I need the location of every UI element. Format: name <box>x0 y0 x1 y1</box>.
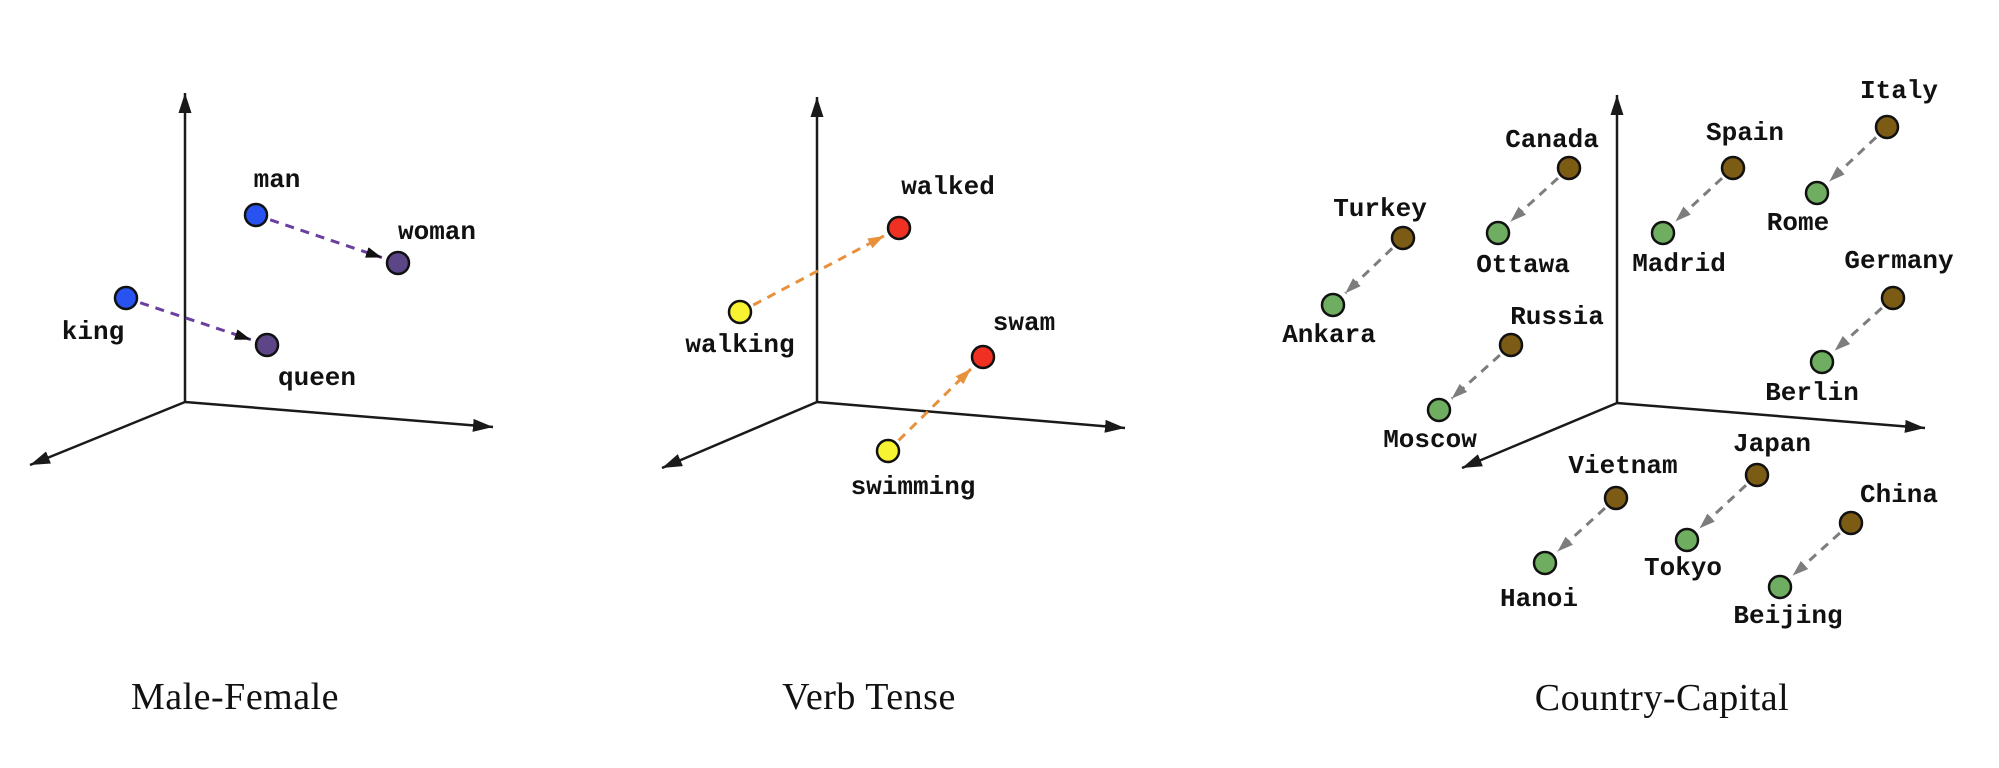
caption-country-capital: Country-Capital <box>1534 677 1790 719</box>
label-Russia: Russia <box>1510 302 1604 332</box>
label-woman: woman <box>398 217 476 247</box>
point-swam <box>970 344 996 370</box>
point-Moscow <box>1426 397 1452 423</box>
label-swam: swam <box>993 308 1055 338</box>
label-Beijing: Beijing <box>1733 601 1842 631</box>
arrow-China-to-Beijing <box>1791 531 1841 577</box>
point-walking <box>727 299 753 325</box>
point-Ankara <box>1320 292 1346 318</box>
arrow-Italy-to-Rome <box>1828 136 1878 183</box>
label-Canada: Canada <box>1505 125 1599 155</box>
label-China: China <box>1860 480 1938 510</box>
point-Rome <box>1804 180 1830 206</box>
label-Turkey: Turkey <box>1333 194 1427 224</box>
label-queen: queen <box>278 363 356 393</box>
label-Tokyo: Tokyo <box>1644 553 1722 583</box>
point-Germany <box>1880 285 1906 311</box>
x-axis-male-female <box>184 400 494 432</box>
x-axis-country-capital <box>1616 401 1926 433</box>
point-Beijing <box>1767 574 1793 600</box>
point-Italy <box>1874 114 1900 140</box>
panel-verb-tense: walking walked swimming swam <box>661 97 1126 502</box>
point-Canada <box>1556 155 1582 181</box>
x-axis-verb-tense <box>816 400 1126 433</box>
z-axis-male-female <box>29 400 186 467</box>
point-Berlin <box>1809 349 1835 375</box>
arrow-walking-to-walked <box>752 234 885 307</box>
arrow-swimming-to-swam <box>897 367 972 442</box>
panel-country-capital: Turkey Ankara Canada Ottawa Spain Madrid Italy… <box>1282 76 1954 631</box>
label-walking: walking <box>685 330 794 360</box>
label-Japan: Japan <box>1733 429 1811 459</box>
arrow-Russia-to-Moscow <box>1450 353 1501 400</box>
point-Vietnam <box>1603 485 1629 511</box>
label-swimming: swimming <box>851 472 976 502</box>
label-Berlin: Berlin <box>1765 378 1859 408</box>
label-Italy: Italy <box>1860 76 1938 106</box>
label-Hanoi: Hanoi <box>1500 584 1578 614</box>
arrow-Turkey-to-Ankara <box>1344 247 1394 295</box>
point-Japan <box>1744 462 1770 488</box>
point-Russia <box>1498 332 1524 358</box>
point-king <box>113 285 139 311</box>
z-axis-verb-tense <box>661 400 818 470</box>
label-Ottawa: Ottawa <box>1476 250 1570 280</box>
arrow-man-to-woman <box>269 218 383 259</box>
arrow-Japan-to-Tokyo <box>1698 484 1748 530</box>
point-China <box>1838 510 1864 536</box>
label-Spain: Spain <box>1706 118 1784 148</box>
arrow-king-to-queen <box>139 301 252 342</box>
point-queen <box>254 332 280 358</box>
label-Moscow: Moscow <box>1383 425 1477 455</box>
point-Madrid <box>1650 220 1676 246</box>
caption-verb-tense: Verb Tense <box>782 676 956 718</box>
arrow-Spain-to-Madrid <box>1674 177 1724 223</box>
panel-male-female: man woman king queen <box>29 93 494 467</box>
label-Madrid: Madrid <box>1632 249 1726 279</box>
arrow-Vietnam-to-Hanoi <box>1556 507 1606 553</box>
point-Spain <box>1720 155 1746 181</box>
label-Vietnam: Vietnam <box>1568 451 1677 481</box>
point-Ottawa <box>1485 220 1511 246</box>
point-Tokyo <box>1674 527 1700 553</box>
label-walked: walked <box>901 172 995 202</box>
label-Ankara: Ankara <box>1282 320 1376 350</box>
label-Rome: Rome <box>1767 208 1829 238</box>
arrow-Germany-to-Berlin <box>1833 306 1883 352</box>
label-man: man <box>254 165 301 195</box>
point-swimming <box>875 438 901 464</box>
point-Turkey <box>1390 225 1416 251</box>
caption-male-female: Male-Female <box>130 676 340 718</box>
point-Hanoi <box>1532 550 1558 576</box>
point-man <box>243 202 269 228</box>
point-woman <box>385 250 411 276</box>
arrow-Canada-to-Ottawa <box>1509 177 1559 223</box>
point-walked <box>886 215 912 241</box>
label-king: king <box>62 317 124 347</box>
z-axis-country-capital <box>1461 401 1618 470</box>
label-Germany: Germany <box>1844 246 1954 276</box>
